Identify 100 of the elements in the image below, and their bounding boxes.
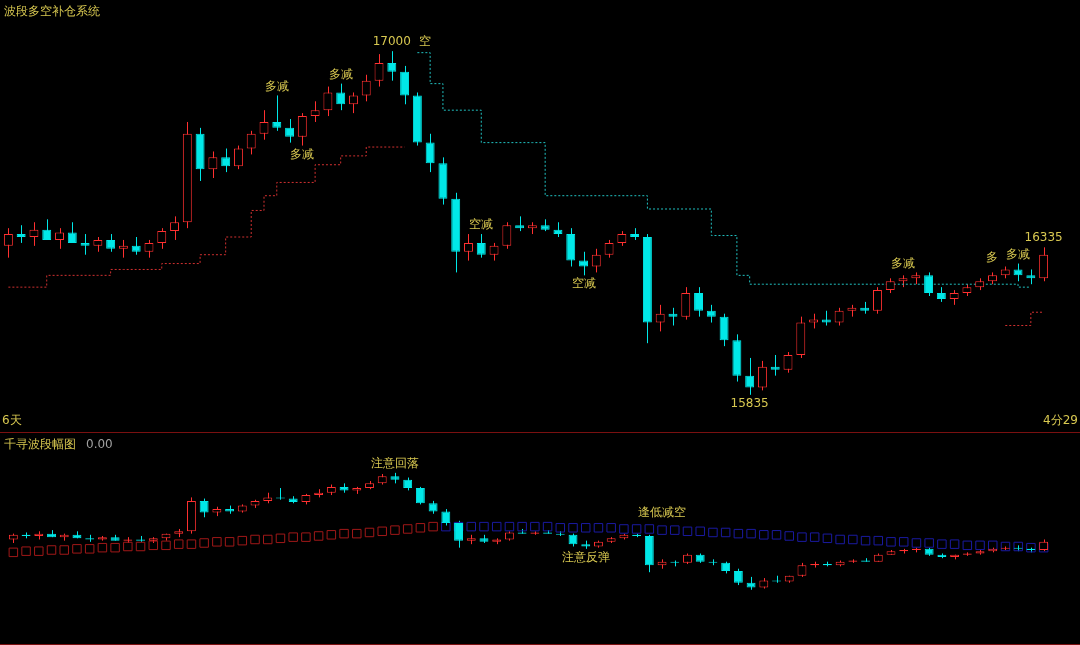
chart-title: 千寻波段幅图 <box>4 437 76 451</box>
candlestick <box>400 65 410 105</box>
point <box>644 524 655 534</box>
point <box>390 525 400 535</box>
candlestick <box>272 94 282 132</box>
point <box>898 537 909 547</box>
point <box>428 521 438 532</box>
point <box>352 528 362 539</box>
point <box>517 521 527 532</box>
candlestick <box>336 83 346 111</box>
candlestick <box>425 133 435 173</box>
point <box>759 530 769 540</box>
text: 4分29 <box>1043 412 1078 429</box>
text: 17000 <box>372 34 411 49</box>
candlestick <box>42 218 52 241</box>
point <box>263 534 273 545</box>
point <box>581 523 591 533</box>
point <box>860 535 871 546</box>
point <box>97 542 108 553</box>
point <box>301 532 311 542</box>
point <box>288 532 298 542</box>
candlestick <box>476 233 486 259</box>
point <box>8 547 19 558</box>
point <box>835 534 845 545</box>
candlestick <box>297 112 307 147</box>
point <box>937 539 947 549</box>
point <box>848 534 858 545</box>
candlestick <box>719 313 729 347</box>
point <box>568 523 578 533</box>
point <box>313 531 324 541</box>
candlestick <box>694 286 704 318</box>
point <box>949 539 960 549</box>
text: 注意反弹 <box>561 549 610 564</box>
candlestick <box>924 271 934 297</box>
text: 多 <box>986 249 999 264</box>
point <box>199 538 209 548</box>
point <box>924 538 934 548</box>
point <box>593 523 604 533</box>
candlestick <box>770 354 780 377</box>
point <box>275 533 286 544</box>
point <box>59 545 69 555</box>
point <box>212 537 222 547</box>
point <box>135 541 146 552</box>
point <box>720 527 731 538</box>
point <box>364 527 375 538</box>
point <box>975 540 985 551</box>
candlestick <box>745 357 755 396</box>
point <box>46 545 57 555</box>
candlestick <box>655 304 665 332</box>
text: 6天 <box>2 412 22 429</box>
candlestick <box>233 145 243 170</box>
point <box>415 523 426 533</box>
point <box>797 532 807 542</box>
candlestick <box>872 286 882 315</box>
text: 注意回落 <box>370 455 419 470</box>
point <box>962 540 973 551</box>
point <box>491 521 502 532</box>
text: 逢低减空 <box>638 505 687 520</box>
chart-subtitle: 0.00 <box>86 437 113 451</box>
candlestick <box>681 286 691 321</box>
text: 多减 <box>290 146 315 161</box>
point <box>466 521 477 532</box>
point <box>746 528 756 539</box>
text: 多减 <box>1006 246 1031 261</box>
point <box>886 537 896 547</box>
candlestick <box>285 118 295 144</box>
point <box>555 523 566 533</box>
point <box>988 540 998 551</box>
candlestick <box>67 221 77 244</box>
point <box>708 527 718 538</box>
candlestick <box>387 50 397 82</box>
candlestick <box>757 360 767 391</box>
point <box>186 539 197 549</box>
point <box>148 540 159 551</box>
point <box>733 528 744 539</box>
point <box>695 526 705 537</box>
candlestick <box>323 86 333 117</box>
text: 15835 <box>730 395 769 410</box>
candlestick <box>579 251 588 276</box>
point <box>822 533 833 544</box>
point <box>911 538 922 548</box>
point <box>110 542 120 553</box>
point <box>326 530 337 540</box>
point <box>339 528 349 539</box>
text: 16335 <box>1024 230 1063 245</box>
point <box>619 524 629 534</box>
point <box>377 526 387 537</box>
point <box>771 530 782 540</box>
candlestick <box>502 221 512 250</box>
point <box>1000 541 1011 552</box>
point <box>84 544 95 554</box>
text: 多减 <box>328 66 353 81</box>
text: 空减 <box>469 217 494 232</box>
point <box>1026 542 1036 553</box>
point <box>250 534 260 545</box>
point <box>873 535 884 546</box>
point <box>441 521 451 532</box>
point <box>21 546 31 556</box>
point <box>542 521 553 532</box>
point <box>173 539 184 549</box>
